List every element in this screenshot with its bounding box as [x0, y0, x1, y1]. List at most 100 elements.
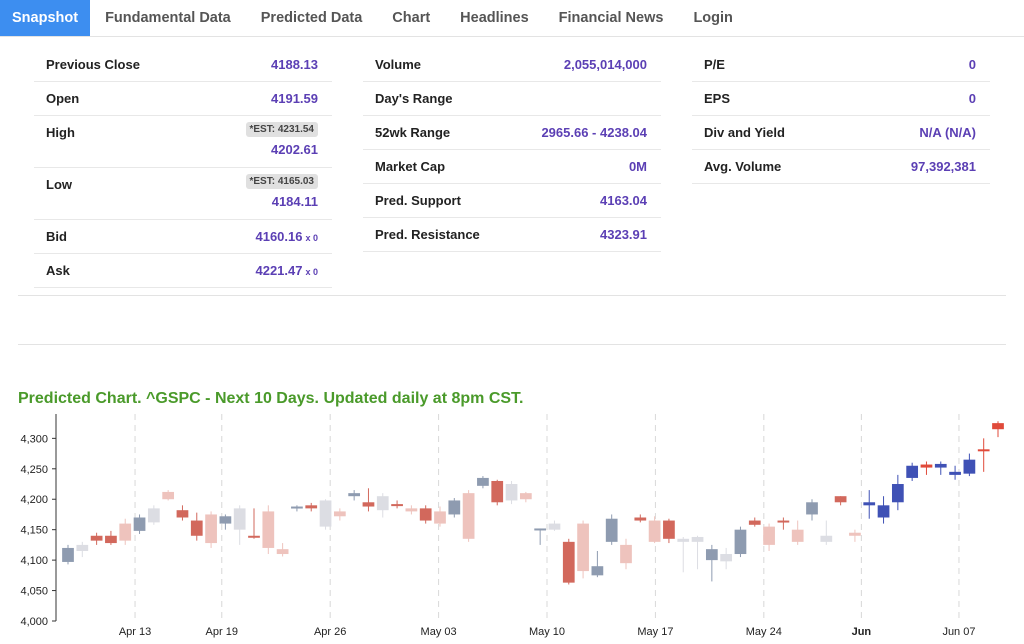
candle-body	[76, 544, 89, 551]
candle-body	[734, 529, 747, 555]
candle-body	[162, 491, 175, 500]
x-tick-label: Jun	[852, 626, 872, 638]
tab-snapshot[interactable]: Snapshot	[0, 0, 91, 36]
candle-body	[248, 535, 260, 538]
candle-body	[405, 508, 418, 512]
candle	[763, 523, 775, 551]
y-axis: 4,000 4,050 4,100 4,150 4,200 4,250 4,300	[20, 414, 57, 628]
candle-body	[105, 535, 117, 544]
candle-body	[791, 529, 804, 542]
stat-value: 2,055,014,000	[563, 57, 647, 72]
bid-price: 4160.16	[255, 229, 303, 244]
stat-previous-close: Previous Close 4188.13	[34, 48, 332, 82]
candle	[133, 514, 146, 534]
stat-label: Day's Range	[375, 91, 453, 106]
predicted-candle	[977, 438, 990, 472]
predicted-candle	[920, 461, 933, 475]
x-tick-label: May 03	[421, 626, 457, 638]
candle-body	[419, 508, 432, 521]
candle-body	[992, 423, 1004, 430]
ask-price: 4221.47	[255, 263, 303, 278]
candle	[376, 493, 389, 518]
candle	[591, 550, 604, 578]
candle-body	[147, 508, 160, 523]
stat-label: P/E	[704, 57, 725, 72]
stat-pred-support: Pred. Support 4163.04	[363, 184, 661, 218]
stats-column-2: Volume 2,055,014,000 Day's Range 52wk Ra…	[363, 48, 661, 252]
candle	[548, 520, 561, 531]
candle	[505, 480, 518, 505]
tab-financial-news[interactable]: Financial News	[558, 10, 664, 26]
candle	[305, 502, 318, 512]
candle-body	[748, 520, 761, 525]
tab-bar: Snapshot Fundamental Data Predicted Data Ch…	[0, 0, 1024, 37]
y-tick-label: 4,150	[20, 525, 48, 537]
stat-ask: Ask 4221.47 x 0	[34, 254, 332, 288]
stat-label: Bid	[46, 229, 67, 244]
stat-label: EPS	[704, 91, 731, 106]
y-tick-label: 4,250	[20, 464, 48, 476]
candle	[76, 541, 89, 558]
y-tick-label: 4,200	[20, 494, 48, 506]
stat-bid: Bid 4160.16 x 0	[34, 220, 332, 254]
candle	[276, 543, 289, 557]
stat-value: 2965.66 - 4238.04	[541, 125, 647, 140]
candle	[577, 520, 589, 579]
candle	[462, 490, 475, 542]
stat-label: 52wk Range	[375, 125, 451, 140]
candle	[162, 490, 175, 501]
candle	[319, 499, 332, 530]
candle	[691, 535, 704, 570]
predicted-candle	[877, 496, 890, 524]
candle	[477, 476, 489, 489]
ask-size: x 0	[305, 267, 318, 277]
est-badge: *EST: 4165.03	[245, 174, 318, 189]
stat-eps: EPS 0	[692, 82, 990, 116]
tab-fundamental-data[interactable]: Fundamental Data	[105, 10, 231, 26]
stat-value: 4323.91	[600, 227, 647, 242]
tab-login[interactable]: Login	[693, 10, 733, 26]
stat-label: Pred. Support	[375, 193, 461, 208]
y-tick-label: 4,050	[20, 586, 48, 598]
stat-value: 4221.47 x 0	[255, 263, 318, 278]
x-tick-label: May 17	[637, 626, 673, 638]
stat-label: Avg. Volume	[704, 159, 782, 174]
y-tick-label: 4,300	[20, 433, 48, 445]
candle-body	[949, 471, 961, 475]
candle-body	[291, 506, 303, 509]
tab-headlines[interactable]: Headlines	[460, 10, 529, 26]
predicted-candle	[992, 421, 1004, 438]
x-tick-label: May 24	[746, 626, 782, 638]
tab-predicted-data[interactable]: Predicted Data	[260, 10, 363, 26]
candle-body	[663, 520, 675, 539]
candle-body	[190, 520, 203, 536]
candle	[820, 520, 833, 545]
stat-avg-volume: Avg. Volume 97,392,381	[692, 150, 990, 184]
candle	[119, 518, 132, 545]
candle	[849, 529, 861, 542]
candle-body	[920, 464, 933, 468]
chart-title: Predicted Chart. ^GSPC - Next 10 Days. U…	[18, 390, 524, 407]
candle-body	[505, 484, 518, 501]
candle	[519, 491, 532, 503]
stat-value: 0	[968, 57, 976, 72]
candle-body	[777, 520, 790, 523]
stat-value: 97,392,381	[910, 159, 976, 174]
stat-value: 4191.59	[271, 91, 318, 106]
candle-body	[305, 505, 318, 509]
y-tick-label: 4,000	[20, 616, 48, 628]
candle	[190, 512, 203, 541]
candle-body	[677, 538, 690, 542]
candle-body	[934, 463, 947, 468]
stat-volume: Volume 2,055,014,000	[363, 48, 661, 82]
candle-body	[834, 496, 847, 503]
candle-body	[333, 511, 346, 517]
candle	[677, 536, 690, 573]
stat-days-range: Day's Range	[363, 82, 661, 116]
candle	[605, 514, 618, 545]
tab-chart[interactable]: Chart	[392, 10, 431, 26]
candle-body	[262, 511, 275, 548]
candle	[434, 506, 446, 527]
predicted-candlestick-chart: 4,000 4,050 4,100 4,150 4,200 4,250 4,300 Apr …	[20, 414, 1004, 638]
candle	[491, 479, 504, 506]
